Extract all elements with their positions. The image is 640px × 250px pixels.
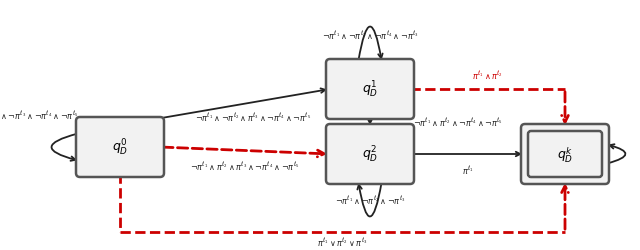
Text: $\neg\pi^{\ell_1}\wedge\neg\pi^{\ell_2}\wedge\pi^{\ell_3}\wedge\neg\pi^{\ell_4}\: $\neg\pi^{\ell_1}\wedge\neg\pi^{\ell_2}\… xyxy=(195,111,311,124)
FancyBboxPatch shape xyxy=(521,124,609,184)
Text: $\pi^{\ell_1}\wedge\pi^{\ell_2}$: $\pi^{\ell_1}\wedge\pi^{\ell_2}$ xyxy=(472,69,503,82)
FancyBboxPatch shape xyxy=(326,60,414,120)
Text: $\pi^{\ell_1}$: $\pi^{\ell_1}$ xyxy=(461,164,474,177)
Text: $\neg\pi^{\ell_1}\wedge\neg\pi^{\ell_2}\wedge\neg\pi^{\ell_3}$: $\neg\pi^{\ell_1}\wedge\neg\pi^{\ell_2}\… xyxy=(335,194,405,207)
Text: $\neg\pi^{\ell_1}\wedge\pi^{\ell_2}\wedge\neg\pi^{\ell_4}\wedge\neg\pi^{\ell_5}$: $\neg\pi^{\ell_1}\wedge\pi^{\ell_2}\wedg… xyxy=(413,116,503,128)
Text: $\pi^{\ell}\wedge\neg\pi^{\ell_2}\wedge\neg\pi^{\ell_3}\wedge\neg\pi^{\ell_4}\we: $\pi^{\ell}\wedge\neg\pi^{\ell_2}\wedge\… xyxy=(0,109,78,122)
Text: $q_D^k$: $q_D^k$ xyxy=(557,145,573,164)
Text: $\neg\pi^{\ell_1}\wedge\neg\pi^{\ell_2}\wedge\neg\pi^{\ell_4}\wedge\neg\pi^{\ell: $\neg\pi^{\ell_1}\wedge\neg\pi^{\ell_2}\… xyxy=(322,30,419,42)
Text: $\pi^{\ell_1}\vee\pi^{\ell_2}\vee\pi^{\ell_3}$: $\pi^{\ell_1}\vee\pi^{\ell_2}\vee\pi^{\e… xyxy=(317,236,368,248)
Text: $q_D^1$: $q_D^1$ xyxy=(362,80,378,100)
Text: $q_D^2$: $q_D^2$ xyxy=(362,144,378,165)
FancyBboxPatch shape xyxy=(326,124,414,184)
FancyBboxPatch shape xyxy=(76,118,164,177)
Text: $\neg\pi^{\ell_1}\wedge\pi^{\ell_2}\wedge\pi^{\ell_3}\wedge\neg\pi^{\ell_4}\wedg: $\neg\pi^{\ell_1}\wedge\pi^{\ell_2}\wedg… xyxy=(190,160,300,173)
FancyBboxPatch shape xyxy=(528,132,602,177)
Text: $q_D^0$: $q_D^0$ xyxy=(112,138,128,158)
